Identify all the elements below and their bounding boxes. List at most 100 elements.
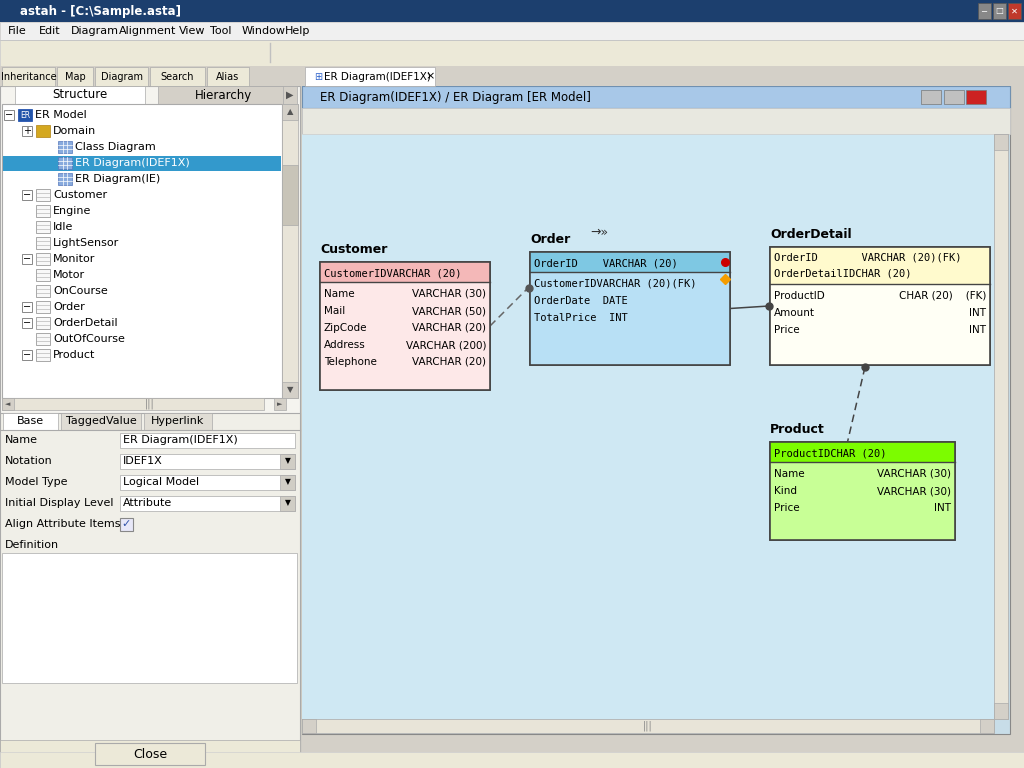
Text: −: − — [23, 302, 31, 312]
Text: −: − — [23, 190, 31, 200]
Bar — [726, 111, 754, 131]
Bar — [770, 442, 955, 540]
Bar — [202, 43, 222, 63]
Text: ◄: ◄ — [5, 401, 10, 407]
Text: →»: →» — [590, 226, 608, 239]
Bar — [22, 190, 32, 200]
Bar — [120, 518, 133, 531]
Bar — [302, 66, 1010, 734]
Bar — [406, 43, 426, 63]
Bar — [120, 475, 295, 490]
Text: INT: INT — [934, 503, 951, 513]
Text: |||: ||| — [643, 720, 653, 731]
Bar — [530, 252, 730, 365]
Text: Order: Order — [53, 302, 85, 312]
Bar — [302, 108, 1010, 134]
Text: |||: ||| — [145, 399, 155, 409]
Text: VARCHAR (50): VARCHAR (50) — [412, 306, 486, 316]
Bar — [866, 111, 894, 131]
Bar — [516, 111, 544, 131]
Text: Name: Name — [774, 469, 805, 479]
Text: Hierarchy: Hierarchy — [195, 88, 252, 101]
Bar — [621, 111, 649, 131]
Text: Hyperlink: Hyperlink — [152, 416, 205, 426]
Bar — [450, 43, 470, 63]
Bar — [36, 189, 50, 201]
Bar — [770, 247, 990, 365]
Bar — [770, 442, 955, 540]
Text: Address: Address — [324, 340, 366, 350]
Bar — [305, 67, 435, 86]
Text: ▼: ▼ — [285, 498, 291, 508]
Bar — [57, 67, 93, 86]
Text: Motor: Motor — [53, 270, 85, 280]
Bar — [158, 43, 178, 63]
Bar — [282, 104, 298, 398]
Bar — [283, 86, 297, 104]
Text: ZipCode: ZipCode — [324, 323, 368, 333]
Bar — [2, 67, 55, 86]
Text: OrderDate  DATE: OrderDate DATE — [534, 296, 628, 306]
Bar — [604, 43, 624, 63]
Text: File: File — [8, 26, 27, 36]
Bar — [180, 43, 200, 63]
Text: TaggedValue: TaggedValue — [66, 416, 136, 426]
Bar — [22, 126, 32, 136]
Text: Logical Model: Logical Model — [123, 477, 199, 487]
Bar — [472, 43, 492, 63]
Text: astah - [C:\Sample.asta]: astah - [C:\Sample.asta] — [20, 5, 181, 18]
Bar — [36, 333, 50, 345]
Bar — [61, 413, 141, 430]
Text: Alias: Alias — [216, 71, 240, 81]
Bar — [319, 282, 490, 390]
Bar — [978, 3, 991, 19]
Bar — [319, 262, 490, 390]
Text: Align Attribute Items: Align Attribute Items — [5, 519, 121, 529]
Bar — [36, 349, 50, 361]
Text: Close: Close — [133, 747, 167, 760]
Bar — [516, 43, 536, 63]
Text: Order: Order — [530, 233, 570, 246]
Text: Amount: Amount — [774, 308, 815, 318]
Text: OrderDetailIDCHAR (20): OrderDetailIDCHAR (20) — [774, 269, 911, 279]
Bar — [648, 43, 668, 63]
Bar — [994, 703, 1008, 719]
Text: Base: Base — [17, 416, 44, 426]
Bar — [22, 254, 32, 264]
Bar — [341, 111, 369, 131]
Bar — [2, 398, 14, 410]
Bar — [994, 134, 1008, 719]
Text: ▲: ▲ — [287, 108, 293, 117]
Text: OrderDetail: OrderDetail — [770, 228, 852, 241]
Bar — [340, 43, 360, 63]
Bar — [300, 66, 1024, 86]
Text: ✓: ✓ — [121, 519, 131, 529]
Bar — [770, 462, 955, 540]
Text: OrderDetail: OrderDetail — [53, 318, 118, 328]
Text: −: − — [23, 318, 31, 328]
Bar — [691, 111, 719, 131]
Bar — [428, 43, 449, 63]
Text: Edit: Edit — [39, 26, 60, 36]
Bar — [4, 110, 14, 120]
Bar — [2, 553, 297, 683]
Bar — [944, 90, 964, 104]
Bar — [980, 719, 994, 733]
Text: Idle: Idle — [53, 222, 74, 232]
Text: Definition: Definition — [5, 540, 59, 550]
Text: Customer: Customer — [53, 190, 108, 200]
Bar — [376, 111, 404, 131]
Bar — [15, 86, 145, 104]
Text: Initial Display Level: Initial Display Level — [5, 498, 114, 508]
Bar — [120, 454, 295, 469]
Bar — [582, 43, 602, 63]
Text: Inheritance: Inheritance — [1, 71, 56, 81]
Bar — [770, 247, 990, 284]
Bar — [770, 247, 990, 365]
Text: ProductIDCHAR (20): ProductIDCHAR (20) — [774, 448, 887, 458]
Text: +: + — [23, 126, 31, 136]
Bar — [22, 302, 32, 312]
Text: CHAR (20)    (FK): CHAR (20) (FK) — [899, 291, 986, 301]
Bar — [586, 111, 614, 131]
Bar — [2, 398, 264, 410]
